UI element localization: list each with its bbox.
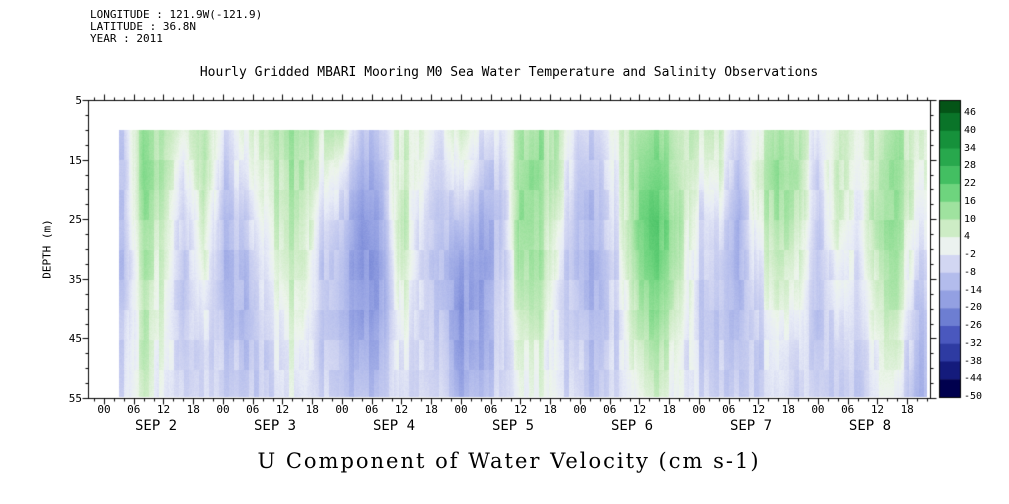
colorbar-tick-label: -8 [964,266,977,278]
x-hour-label: 00 [692,403,706,416]
x-axis-bottom-label: U Component of Water Velocity (cm s-1) [257,449,761,473]
x-hour-label: 00 [454,403,468,416]
info-longitude: LONGITUDE : 121.9W(-121.9) [90,8,263,21]
colorbar-tick-label: -26 [964,320,983,331]
x-hour-label: 18 [424,403,438,416]
x-day-label: SEP 7 [729,418,773,434]
colorbar-tick-label: -50 [964,391,983,402]
x-hour-label: 06 [484,403,498,416]
y-tick-label: 55 [68,392,82,405]
y-axis-title: DEPTH (m) [40,219,54,279]
x-day-label: SEP 3 [253,418,297,434]
colorbar-tick-label: 46 [964,107,977,118]
x-hour-label: 00 [573,403,587,416]
x-day-label: SEP 8 [848,418,892,434]
colorbar-tick-label: 40 [964,124,977,136]
x-hour-label: 06 [603,403,617,416]
x-hour-label: 00 [335,403,349,416]
x-hour-label: 12 [275,403,290,416]
x-hour-label: 00 [216,403,230,416]
x-hour-label: 00 [811,403,825,416]
x-hour-label: 18 [900,403,914,416]
colorbar-tick-label: 16 [964,195,977,207]
x-hour-label: 00 [97,403,111,416]
colorbar-tick-label: 34 [964,142,977,154]
colorbar-tick-label: 22 [964,178,977,189]
y-tick-label: 5 [75,94,82,107]
x-hour-label: 12 [632,403,647,416]
colorbar-tick-label: 10 [964,213,977,225]
y-tick-label: 25 [68,213,82,227]
x-hour-label: 18 [662,403,676,416]
x-day-label: SEP 4 [372,418,416,434]
x-day-label: SEP 6 [610,418,654,434]
colorbar-tick-label: -2 [964,249,977,260]
x-hour-label: 18 [305,403,319,416]
y-tick-label: 45 [68,332,82,346]
x-hour-label: 18 [186,403,200,416]
x-hour-label: 12 [513,403,528,416]
colorbar-tick-label: -32 [964,337,983,349]
x-hour-label: 18 [781,403,795,416]
colorbar-tick-label: 4 [964,231,971,243]
x-hour-label: 06 [722,403,736,416]
x-day-label: SEP 5 [491,418,535,434]
x-hour-label: 12 [156,403,171,416]
x-hour-label: 06 [246,403,260,416]
colorbar-tick-label: 28 [964,160,977,172]
plot-title: Hourly Gridded MBARI Mooring M0 Sea Wate… [199,65,819,80]
y-tick-label: 35 [68,272,82,286]
x-hour-label: 12 [751,403,766,416]
colorbar-tick-label: -20 [964,302,983,314]
header-info: LONGITUDE : 121.9W(-121.9) LATITUDE : 36… [90,9,262,45]
x-hour-label: 06 [365,403,379,416]
x-hour-label: 18 [543,403,557,416]
colorbar-tick-label: -44 [964,373,983,385]
x-hour-label: 06 [127,403,141,416]
colorbar-tick-label: -14 [964,284,983,296]
info-latitude: LATITUDE : 36.8N [90,20,196,33]
x-hour-label: 12 [870,403,885,416]
x-day-label: SEP 2 [134,418,178,434]
y-tick-label: 15 [68,153,82,167]
x-hour-label: 12 [394,403,409,416]
x-hour-label: 06 [841,403,855,416]
info-year: YEAR : 2011 [90,32,163,45]
colorbar-tick-label: -38 [964,355,983,367]
